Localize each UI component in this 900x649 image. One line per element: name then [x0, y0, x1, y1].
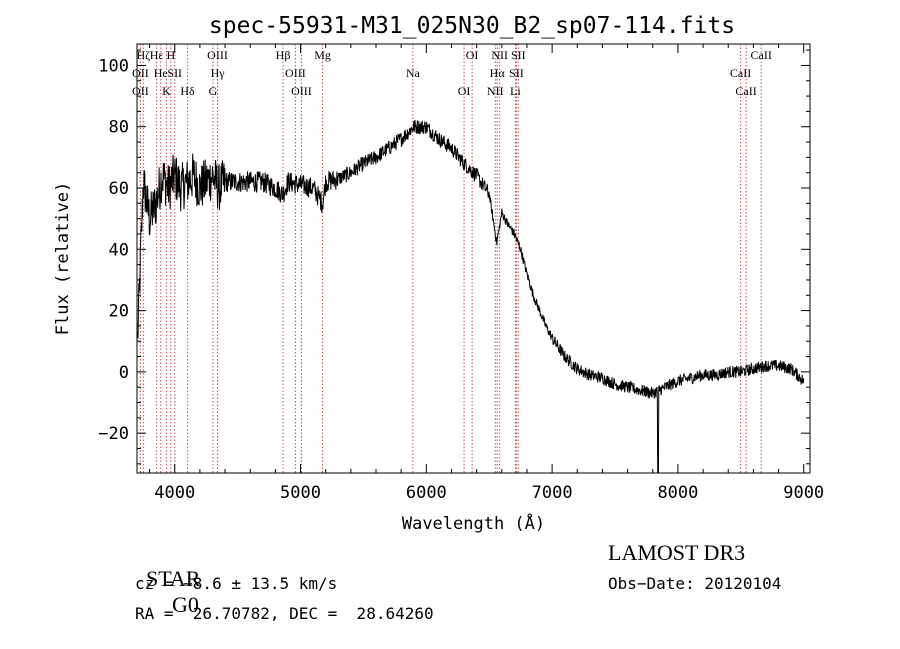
- spectrum-layer: [137, 119, 805, 474]
- line-label: Hδ: [180, 84, 195, 98]
- subclass-label: G0: [172, 592, 199, 617]
- line-label: OI: [466, 48, 479, 62]
- line-label: SII: [509, 66, 524, 80]
- x-tick-label: 6000: [406, 483, 447, 503]
- line-label: OIII: [285, 66, 306, 80]
- line-label: CaII: [735, 84, 756, 98]
- line-labels: HζOIIOIIHεHeKHSIIHδOIIIHγGHβOIIIOIIIMgNa…: [132, 48, 772, 98]
- line-markers: [139, 44, 762, 473]
- x-tick-label: 9000: [783, 483, 824, 503]
- line-label: CaII: [751, 48, 772, 62]
- x-tick-label: 8000: [657, 483, 698, 503]
- y-tick-label: 0: [119, 363, 129, 383]
- y-tick-label: 60: [109, 179, 129, 199]
- line-label: OIII: [207, 48, 228, 62]
- x-tick-label: 5000: [280, 483, 321, 503]
- plot-frame: [136, 43, 811, 474]
- line-label: NII: [491, 48, 508, 62]
- axis-ticks: 4000 5000 6000 7000 8000 9000 −20 0 20 40 60 80 100: [98, 44, 824, 503]
- line-label: OI: [458, 84, 471, 98]
- line-label: Mg: [314, 48, 331, 62]
- line-label: Na: [406, 66, 421, 80]
- x-tick-label: 4000: [154, 483, 195, 503]
- x-tick-label: 7000: [532, 483, 573, 503]
- line-label: K: [162, 84, 171, 98]
- obs-date-label: Obs−Date: 20120104: [608, 574, 782, 593]
- line-label: Hα: [490, 66, 506, 80]
- spectrum-line: [137, 119, 805, 474]
- line-label: Hζ: [136, 48, 150, 62]
- line-label: Hβ: [276, 48, 291, 62]
- x-axis-label: Wavelength (Å): [402, 512, 545, 534]
- line-label: G: [209, 84, 218, 98]
- line-label: OII: [132, 84, 149, 98]
- line-label: OIII: [291, 84, 312, 98]
- line-label: He: [154, 66, 168, 80]
- line-label: NII: [487, 84, 504, 98]
- class-label: STAR: [146, 566, 201, 591]
- line-label: CaII: [730, 66, 751, 80]
- y-axis-label: Flux (relative): [53, 182, 73, 336]
- y-tick-label: 40: [109, 240, 129, 260]
- line-label: SII: [167, 66, 182, 80]
- y-tick-label: 20: [109, 302, 129, 322]
- line-label: Li: [510, 84, 521, 98]
- radec-label: RA = 26.70782, DEC = 28.64260: [135, 604, 434, 623]
- line-label: Hε: [150, 48, 164, 62]
- chart-title: spec-55931-M31_025N30_B2_sp07-114.fits: [209, 13, 735, 39]
- y-tick-label: 100: [98, 56, 129, 76]
- line-label: H: [167, 48, 176, 62]
- y-tick-label: −20: [98, 424, 129, 444]
- redshift-label: cz = −8.6 ± 13.5 km/s: [135, 574, 338, 593]
- line-label: OII: [132, 66, 149, 80]
- line-label: Hγ: [211, 66, 226, 80]
- y-tick-label: 80: [109, 118, 129, 138]
- survey-label: LAMOST DR3: [608, 540, 746, 565]
- line-label: SII: [511, 48, 526, 62]
- object-class: STAR G0: [135, 540, 200, 618]
